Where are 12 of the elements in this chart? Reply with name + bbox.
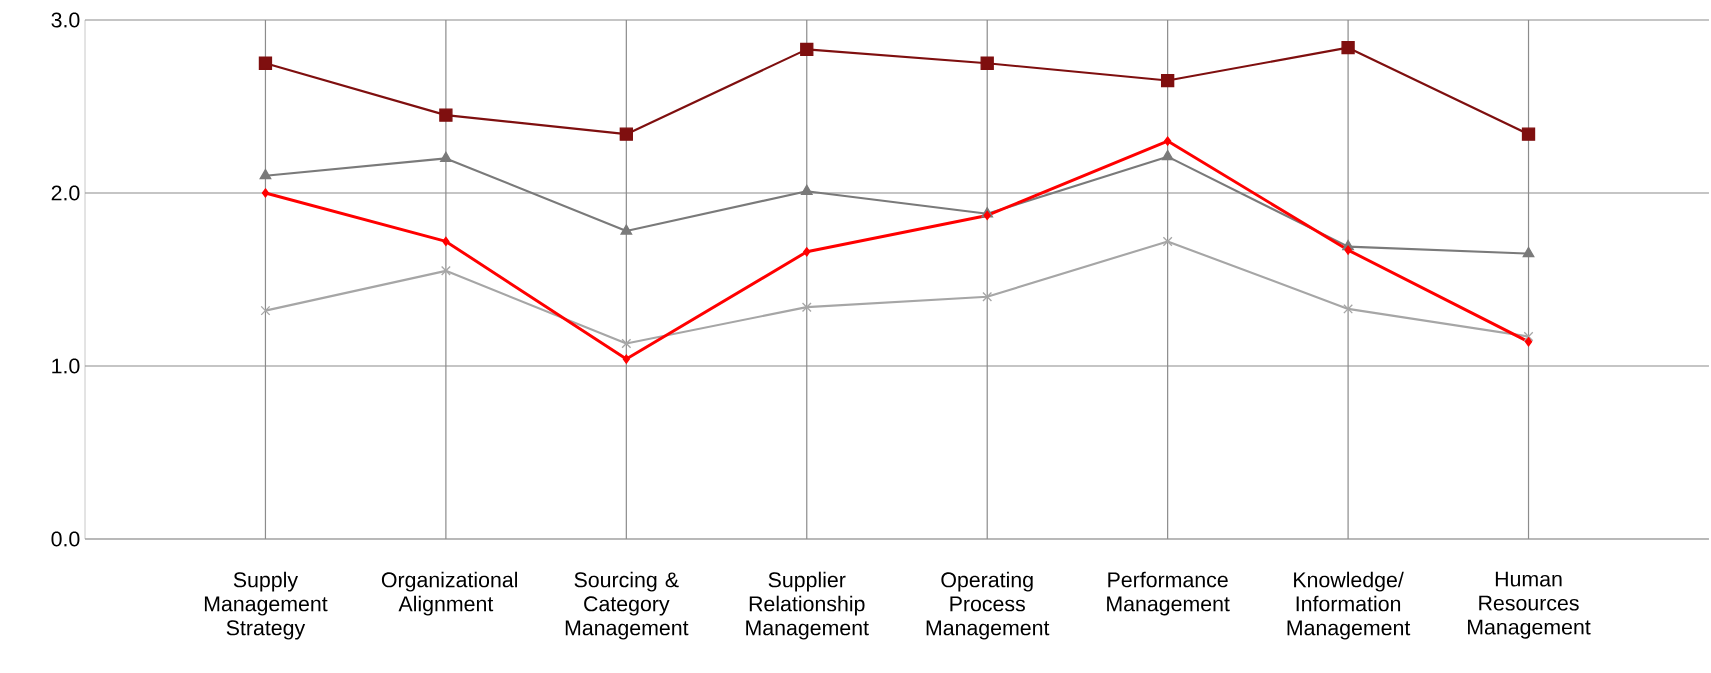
x-tick-label: Supplier Relationship Management <box>746 571 869 640</box>
x-tick-label: Human Resources Management <box>1468 571 1591 639</box>
y-tick-label: 1.0 <box>52 358 80 374</box>
y-tick-label: 0.0 <box>51 531 80 547</box>
x-tick-label: Performance Management <box>1107 571 1230 616</box>
x-tick-label: Knowledge/ Information Management <box>1287 571 1411 640</box>
x-tick-label: Operating Process Management <box>926 571 1050 640</box>
x-tick-label: Sourcing & Category Management <box>565 571 689 640</box>
x-tick-label: Supply Management Strategy <box>204 571 328 640</box>
x-tick-label: Organizational Alignment <box>381 571 517 616</box>
y-tick-label: 3.0 <box>51 12 80 28</box>
y-tick-label: 2.0 <box>51 185 80 201</box>
